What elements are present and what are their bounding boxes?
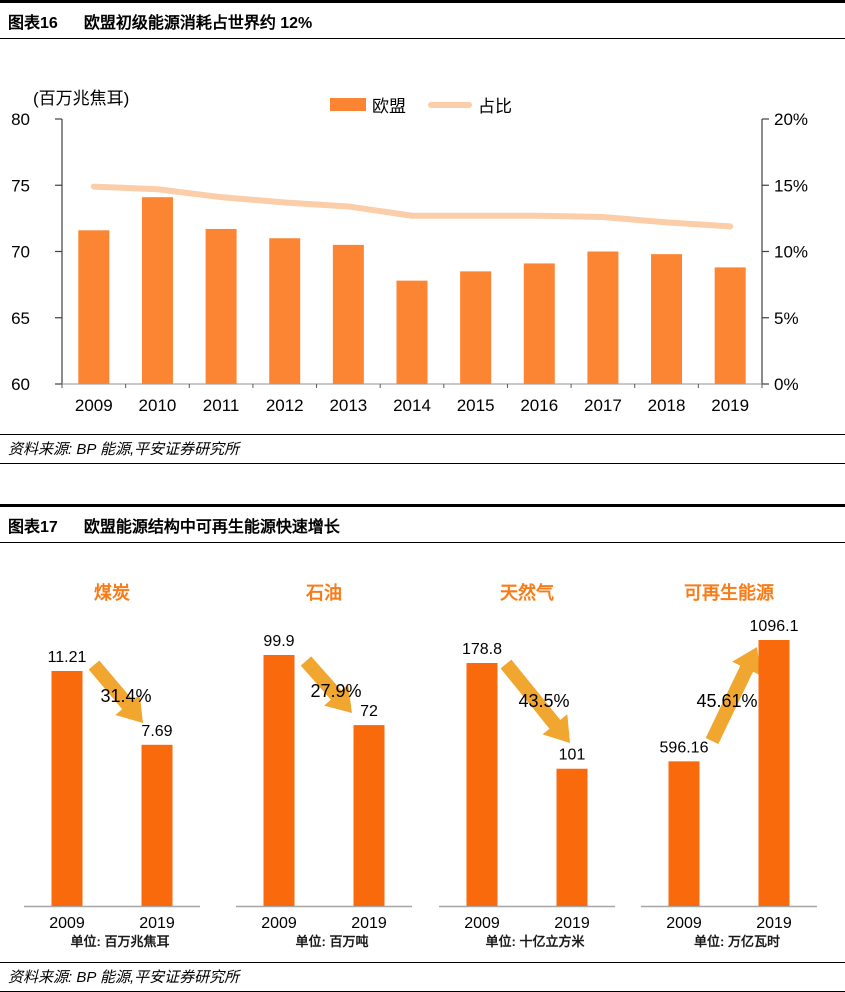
arrow-up-icon [705,647,762,744]
bar-2019 [714,267,746,384]
year-label: 2019 [139,915,175,932]
x-axis-label-2015: 2015 [457,396,495,415]
year-label: 2009 [464,915,500,932]
x-axis-label-2013: 2013 [329,396,367,415]
figure17-chart: 煤炭 11.21 2009 7.69 2019 31.4% 单位: 百万兆焦耳 石油 99.9 2… [24,582,817,949]
arrow-down-icon [88,660,143,723]
arrow-down-icon [500,659,570,743]
bar-可再生能源-2009 [668,761,700,906]
bar-2009 [78,230,110,384]
x-axis-label-2009: 2009 [75,396,113,415]
year-label: 2019 [554,915,590,932]
group-title-3: 天然气 [500,582,554,603]
legend-line-label: 占比 [478,97,512,116]
figure16-source-row: 资料来源: BP 能源,平安证券研究所 [0,434,845,464]
figure17-label: 图表17 [8,519,58,536]
right-axis-tick-label: 0% [774,375,799,394]
year-label: 2019 [756,915,792,932]
left-axis-unit-label: (百万兆焦耳) [33,89,129,108]
legend-line-swatch [428,102,472,108]
value-label: 101 [559,747,586,764]
value-label: 596.16 [660,739,709,756]
bar-2015 [460,271,492,384]
year-label: 2019 [351,915,387,932]
group-title-4: 可再生能源 [684,582,774,603]
x-axis-label-2018: 2018 [648,396,686,415]
change-label: 31.4% [100,686,151,706]
share-line [90,183,734,230]
change-label: 27.9% [310,681,361,701]
value-label: 178.8 [462,641,502,658]
x-axis-label-2016: 2016 [520,396,558,415]
bar-2018 [651,254,683,384]
group-title-1: 煤炭 [94,582,130,603]
figure16-source-text: 资料来源: BP 能源,平安证券研究所 [8,441,240,458]
x-axis-label-2019: 2019 [711,396,749,415]
bar-可再生能源-2019 [758,640,790,906]
bar-2012 [269,238,301,384]
arrow-down-icon [300,656,352,713]
bar-2014 [396,280,428,384]
figure17-source-text: 资料来源: BP 能源,平安证券研究所 [8,969,240,986]
right-axis-tick-label: 15% [774,176,808,195]
legend-bar-label: 欧盟 [372,97,406,116]
value-label: 99.9 [263,633,294,650]
bar-2017 [587,251,619,384]
unit-caption: 单位: 百万兆焦耳 [71,934,170,949]
unit-caption: 单位: 十亿立方米 [486,934,586,949]
bar-天然气-2019 [556,768,588,906]
bar-煤炭-2009 [51,671,83,906]
bar-煤炭-2019 [141,744,173,906]
figure17-source-row: 资料来源: BP 能源,平安证券研究所 [0,962,845,992]
unit-caption: 单位: 百万吨 [296,934,369,949]
year-label: 2009 [666,915,702,932]
right-axis-tick-label: 10% [774,243,808,262]
right-axis-tick-label: 5% [774,309,799,328]
change-label: 43.5% [518,691,569,711]
value-label: 1096.1 [750,618,799,635]
bar-2013 [332,244,364,384]
x-axis-label-2011: 2011 [203,396,240,415]
left-axis-tick-label: 70 [11,243,30,262]
x-axis-label-2010: 2010 [139,396,177,415]
bar-2010 [141,197,173,384]
x-axis-label-2012: 2012 [266,396,304,415]
unit-caption: 单位: 万亿瓦时 [694,934,780,949]
bar-2011 [205,228,237,384]
x-axis-label-2017: 2017 [584,396,622,415]
bar-天然气-2009 [466,663,498,906]
x-axis-label-2014: 2014 [393,396,431,415]
figure17-title: 欧盟能源结构中可再生能源快速增长 [83,519,340,536]
year-label: 2009 [49,915,85,932]
figure16-title: 欧盟初级能源消耗占世界约 12% [83,15,313,32]
figure17-header: 图表17 欧盟能源结构中可再生能源快速增长 [0,504,845,543]
group-title-2: 石油 [305,582,342,603]
right-axis-tick-label: 20% [774,110,808,129]
value-label: 7.69 [141,723,172,740]
figure16-label: 图表16 [8,15,58,32]
value-label: 11.21 [48,649,87,666]
year-label: 2009 [261,915,297,932]
figure16-header: 图表16 欧盟初级能源消耗占世界约 12% [0,0,845,39]
bar-石油-2019 [353,725,385,906]
bar-2016 [523,263,555,384]
left-axis-tick-label: 80 [11,110,30,129]
legend-bar-swatch [330,98,366,111]
figure16-chart: (百万兆焦耳) 欧盟 占比 80 75 70 65 60 20% 15% 10% 5% 0% 2009 20… [11,89,808,415]
left-axis-tick-label: 60 [11,375,30,394]
bar-石油-2009 [263,655,295,906]
change-label: 45.61% [696,691,757,711]
value-label: 72 [360,703,378,720]
left-axis-tick-label: 75 [11,176,30,195]
left-axis-tick-label: 65 [11,309,30,328]
